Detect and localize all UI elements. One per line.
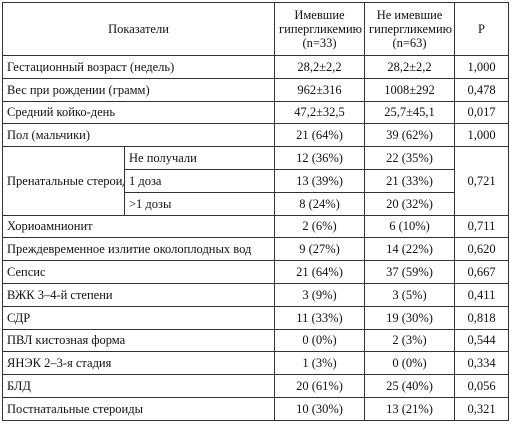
row-label: Средний койко-день [2, 100, 275, 125]
cell-p: 0,620 [454, 237, 509, 262]
cell-group2: 14 (22%) [364, 237, 455, 262]
table-row: Средний койко-день 47,2±32,5 25,7±45,1 0… [2, 100, 509, 125]
table-row: ПВЛ кистозная форма 0 (0%) 2 (3%) 0,544 [2, 328, 509, 353]
cell-group2: 37 (59%) [364, 260, 455, 284]
table-row: ВЖК 3–4-й степени 3 (9%) 3 (5%) 0,411 [2, 282, 509, 307]
cell-group1: 0 (0%) [274, 328, 365, 353]
subrow-label: Не получали [124, 146, 275, 170]
cell-group1: 21 (64%) [274, 123, 365, 148]
cell-group2: 1008±292 [364, 77, 455, 102]
table-row: БЛД 20 (61%) 25 (40%) 0,056 [2, 374, 509, 398]
cell-group2: 6 (10%) [364, 214, 455, 239]
comparison-table: Показатели Имевшие гипергликемию (n=33) … [2, 2, 509, 421]
cell-p: 0,818 [454, 305, 509, 330]
cell-group2: 3 (5%) [364, 282, 455, 307]
cell-group2: 0 (0%) [364, 351, 455, 376]
cell-p: 0,321 [454, 396, 509, 421]
subrow-label: >1 дозы [124, 191, 275, 216]
cell-group2: 2 (3%) [364, 328, 455, 353]
table-row: Преждевременное излитие околоплодных вод… [2, 237, 509, 262]
cell-p: 0,544 [454, 328, 509, 353]
table-row: ЯНЭК 2–3-я стадия 1 (3%) 0 (0%) 0,334 [2, 351, 509, 376]
cell-p: 1,000 [454, 123, 509, 148]
prenatal-steroids-label: Пренатальные стероиды [2, 146, 125, 216]
cell-group2: 20 (32%) [364, 191, 455, 216]
cell-group1: 20 (61%) [274, 374, 365, 398]
row-label: Постнатальные стероиды [2, 396, 275, 421]
cell-group2: 39 (62%) [364, 123, 455, 148]
cell-p: 0,667 [454, 260, 509, 284]
row-label: ПВЛ кистозная форма [2, 328, 275, 353]
cell-group2: 22 (35%) [364, 146, 455, 170]
table-row: Гестационный возраст (недель) 28,2±2,2 2… [2, 55, 509, 79]
cell-p: 0,478 [454, 77, 509, 102]
cell-group1: 11 (33%) [274, 305, 365, 330]
table-row: СДР 11 (33%) 19 (30%) 0,818 [2, 305, 509, 330]
cell-group1: 1 (3%) [274, 351, 365, 376]
row-label: Пол (мальчики) [2, 123, 275, 148]
cell-p: 1,000 [454, 55, 509, 79]
cell-group2: 13 (21%) [364, 396, 455, 421]
cell-group1: 2 (6%) [274, 214, 365, 239]
cell-group1: 12 (36%) [274, 146, 365, 170]
table-row: Пол (мальчики) 21 (64%) 39 (62%) 1,000 [2, 123, 509, 148]
cell-group1: 13 (39%) [274, 168, 365, 193]
cell-group2: 21 (33%) [364, 168, 455, 193]
table-row: >1 дозы 8 (24%) 20 (32%) [3, 191, 509, 216]
prenatal-steroids-p: 0,721 [454, 146, 509, 216]
cell-group1: 3 (9%) [274, 282, 365, 307]
subrow-label: 1 доза [124, 168, 275, 193]
cell-group1: 28,2±2,2 [274, 55, 365, 79]
header-group-no-hyperglycemia: Не имевшие гипергликемию (n=63) [364, 2, 455, 56]
cell-p: 0,411 [454, 282, 509, 307]
row-label: СДР [2, 305, 275, 330]
table-header-row: Показатели Имевшие гипергликемию (n=33) … [2, 2, 509, 56]
row-label: Сепсис [2, 260, 275, 284]
cell-group2: 25,7±45,1 [364, 100, 455, 125]
cell-p: 0,334 [454, 351, 509, 376]
cell-p: 0,056 [454, 374, 509, 398]
row-label: Гестационный возраст (недель) [2, 55, 275, 79]
header-group-hyperglycemia: Имевшие гипергликемию (n=33) [274, 2, 365, 56]
table-row: Сепсис 21 (64%) 37 (59%) 0,667 [2, 260, 509, 284]
cell-group1: 21 (64%) [274, 260, 365, 284]
table-row: Постнатальные стероиды 10 (30%) 13 (21%)… [2, 396, 509, 421]
header-p-value: P [454, 2, 509, 56]
header-indicator: Показатели [2, 2, 275, 56]
row-label: Преждевременное излитие околоплодных вод [2, 237, 275, 262]
cell-group2: 19 (30%) [364, 305, 455, 330]
cell-p: 0,711 [454, 214, 509, 239]
row-label: ВЖК 3–4-й степени [2, 282, 275, 307]
row-label: ЯНЭК 2–3-я стадия [2, 351, 275, 376]
cell-group1: 9 (27%) [274, 237, 365, 262]
table-row: Вес при рождении (грамм) 962±316 1008±29… [2, 77, 509, 102]
cell-group1: 962±316 [274, 77, 365, 102]
table-row: Пренатальные стероиды Не получали 12 (36… [2, 146, 509, 216]
cell-p: 0,017 [454, 100, 509, 125]
cell-group2: 25 (40%) [364, 374, 455, 398]
cell-group1: 47,2±32,5 [274, 100, 365, 125]
table-row: Хориоамнионит 2 (6%) 6 (10%) 0,711 [2, 214, 509, 239]
cell-group1: 10 (30%) [274, 396, 365, 421]
row-label: Хориоамнионит [2, 214, 275, 239]
row-label: БЛД [2, 374, 275, 398]
cell-group1: 8 (24%) [274, 191, 365, 216]
row-label: Вес при рождении (грамм) [2, 77, 275, 102]
cell-group2: 28,2±2,2 [364, 55, 455, 79]
